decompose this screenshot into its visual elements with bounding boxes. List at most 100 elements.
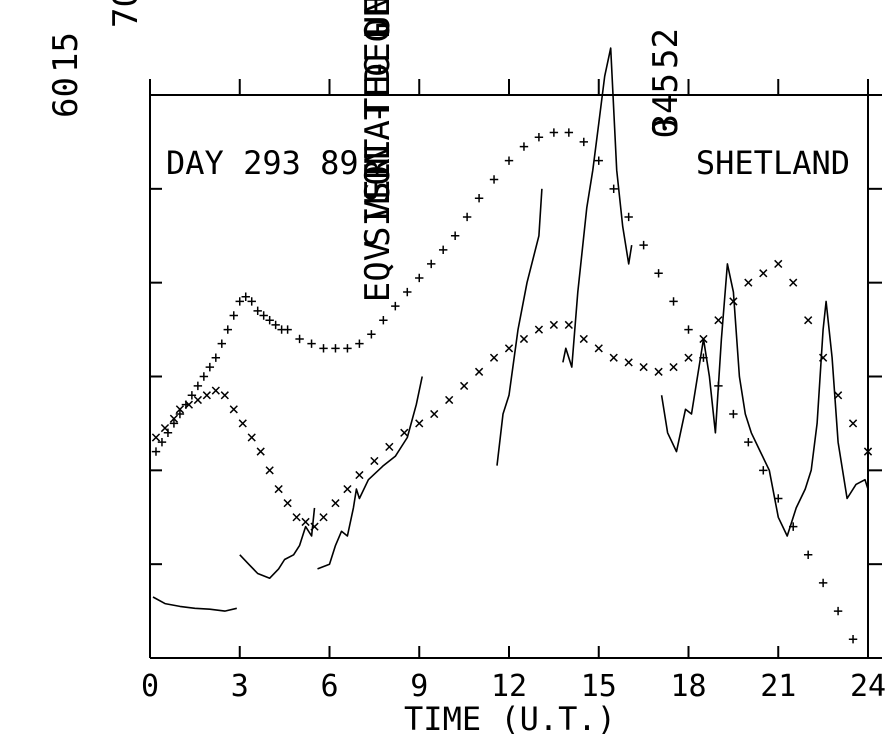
silon-point: [714, 381, 723, 391]
silat-point: [504, 344, 514, 353]
y-axis-top-values: 70 15 60: [46, 0, 146, 118]
silat-point: [175, 405, 185, 414]
x-tick-label: 15: [581, 669, 617, 704]
silat-point: [624, 358, 633, 367]
silat-point: [714, 316, 723, 325]
silat-point: [549, 320, 559, 330]
silon-point: [271, 320, 280, 330]
silon-point: [803, 550, 813, 559]
silon-point: [247, 297, 256, 306]
silat-point: [729, 297, 738, 306]
silat-point: [265, 466, 274, 475]
tec-line-segment: [317, 376, 423, 570]
silat-point: [445, 395, 454, 405]
silat-point: [301, 517, 310, 527]
silon-point: [654, 269, 663, 278]
silat-point: [639, 362, 648, 372]
silon-point: [744, 437, 753, 447]
silon-point: [391, 301, 400, 311]
silon-point: [355, 339, 364, 348]
silon-point: [217, 339, 226, 348]
data-series: [151, 47, 873, 644]
silat-point: [169, 414, 179, 423]
silon-point: [367, 330, 376, 339]
series-eqv-vert-tec-units: [152, 47, 869, 612]
silon-point: [450, 231, 460, 240]
x-tick-label: 3: [231, 669, 249, 704]
y-top-silon: 15: [46, 32, 86, 73]
silon-point: [211, 353, 221, 362]
tec-line-segment: [496, 188, 543, 466]
silon-point: [331, 344, 340, 353]
x-tick-label: 9: [410, 669, 428, 704]
chart-title: DAY 293 89: [166, 144, 359, 182]
silat-point: [759, 269, 768, 278]
silat-point: [247, 433, 256, 442]
silon-point: [759, 466, 768, 475]
silat-point: [415, 419, 424, 428]
station-label: SHETLAND: [696, 144, 850, 182]
silon-point: [833, 606, 843, 616]
silon-point: [462, 212, 472, 222]
silon-point: [151, 447, 161, 456]
silon-point: [489, 175, 499, 184]
silon-point: [534, 133, 544, 142]
silat-point: [654, 367, 663, 376]
silon-point: [169, 419, 179, 428]
tec-line-segment: [152, 596, 237, 612]
silat-point: [833, 391, 843, 400]
silon-point: [579, 137, 588, 147]
silat-point: [564, 320, 573, 330]
silat-point: [256, 447, 265, 456]
silon-point: [229, 311, 238, 320]
silat-point: [804, 316, 813, 325]
silon-point: [699, 353, 708, 362]
silat-point: [310, 522, 319, 531]
silat-point: [579, 334, 588, 344]
y-axis-labels: SILAT - DEG (xxx) SILON - DEG (+++) EQV …: [358, 0, 398, 302]
silon-point: [379, 316, 388, 325]
silon-point: [818, 578, 828, 588]
series-silat-deg: [151, 259, 873, 531]
silon-point: [181, 400, 191, 409]
silat-point: [343, 484, 352, 494]
silon-point: [789, 522, 798, 531]
silon-point: [307, 339, 316, 348]
silat-point: [774, 259, 783, 269]
silon-point: [175, 409, 185, 419]
x-axis-label: TIME (U.T.): [404, 700, 616, 738]
silat-point: [292, 513, 301, 522]
silat-point: [684, 353, 693, 362]
x-tick-label: 18: [670, 669, 706, 704]
silon-point: [343, 344, 352, 353]
tec-line-segment: [660, 263, 869, 537]
silon-point: [199, 372, 209, 381]
silat-point: [193, 395, 202, 405]
y-label-tec: EQV VERT TEC UNITS: [358, 0, 398, 302]
silon-point: [283, 325, 292, 334]
silon-point: [594, 156, 603, 165]
silon-point: [848, 635, 858, 644]
silon-point: [223, 325, 232, 334]
silat-point: [609, 353, 618, 362]
series-silon-deg: [151, 128, 858, 644]
x-tick-label: 24: [850, 669, 886, 704]
y-label-silat: SILAT - DEG (xxx): [358, 0, 398, 202]
axis-ticks: [149, 79, 882, 659]
tec-line-segment: [239, 507, 316, 580]
x-tick-label: 21: [760, 669, 796, 704]
silat-point: [848, 419, 858, 428]
silon-point: [427, 259, 436, 269]
silon-point: [319, 344, 328, 353]
y-axis-bottom-values: 52 345 0: [646, 28, 686, 138]
silon-point: [241, 292, 250, 301]
silon-point: [549, 128, 559, 137]
silat-point: [202, 391, 211, 400]
silon-point: [265, 316, 274, 325]
silat-point: [459, 381, 469, 391]
y-bottom-silon: 345: [646, 73, 686, 134]
silat-point: [220, 391, 229, 400]
silat-point: [370, 456, 379, 466]
silon-point: [415, 273, 424, 283]
silon-point: [639, 240, 648, 250]
